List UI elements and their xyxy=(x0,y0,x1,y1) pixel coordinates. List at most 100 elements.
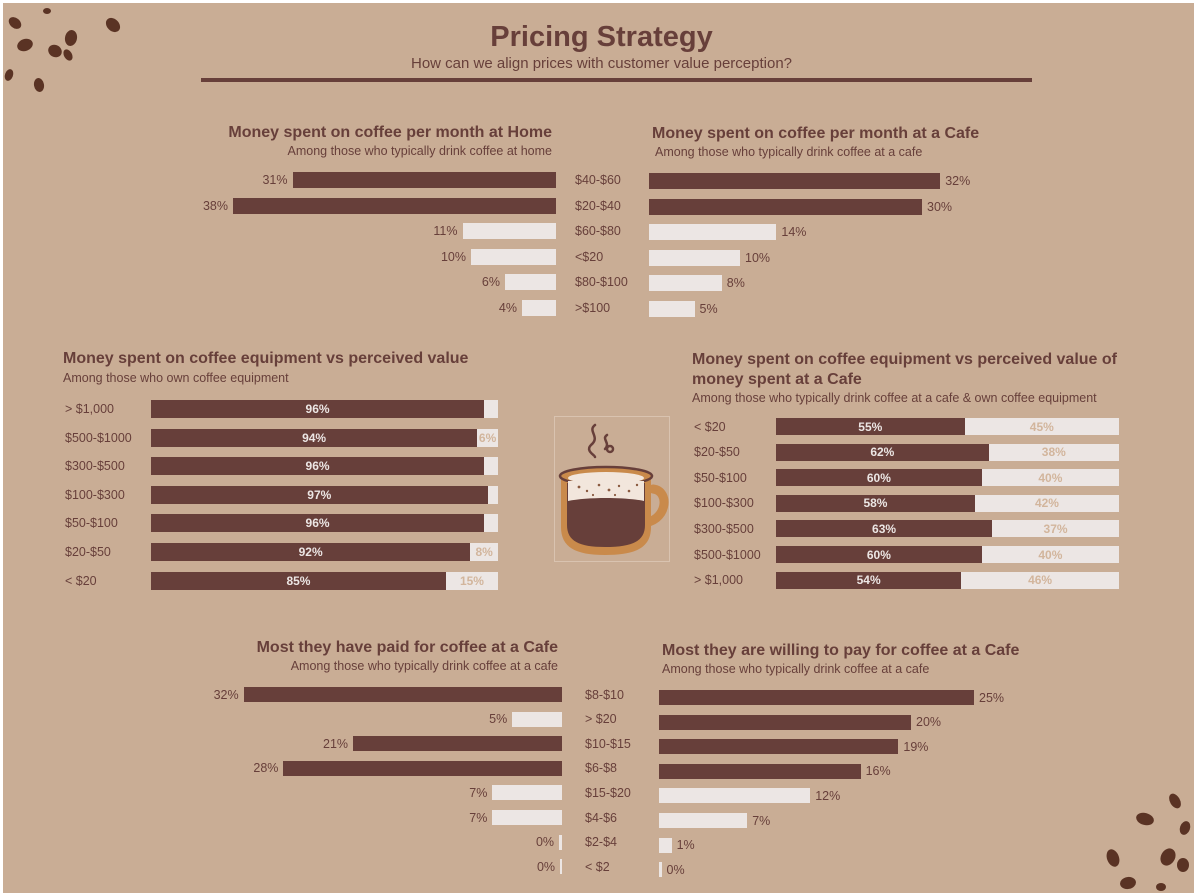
data-label-remainder: 8% xyxy=(475,545,493,559)
data-label: 60% xyxy=(866,547,891,562)
coffee-bean-icon xyxy=(4,8,121,92)
data-label: 25% xyxy=(979,690,1005,705)
chart-willing-title: Most they are willing to pay for coffee … xyxy=(662,642,1020,659)
data-label: 96% xyxy=(305,459,330,474)
bar xyxy=(659,739,899,755)
category-label: $40-$60 xyxy=(575,173,621,187)
data-label: 20% xyxy=(916,715,942,730)
category-label: > $1,000 xyxy=(694,573,744,588)
bar xyxy=(151,514,485,533)
data-label: 12% xyxy=(815,788,841,803)
bar xyxy=(659,862,662,878)
category-label: > $20 xyxy=(585,712,617,727)
category-label: $8-$10 xyxy=(585,687,624,702)
chart-equip-title: Money spent on coffee equipment vs perce… xyxy=(63,350,469,367)
chart-cafe-title: Money spent on coffee per month at a Caf… xyxy=(652,125,980,142)
category-label: >$100 xyxy=(575,301,611,315)
data-label: 38% xyxy=(202,198,228,213)
bar xyxy=(776,418,965,435)
category-label: $80-$100 xyxy=(575,275,628,290)
bar xyxy=(505,274,556,291)
data-label: 11% xyxy=(433,224,458,239)
data-label: 32% xyxy=(213,687,239,702)
chart-equip-subtitle: Among those who own coffee equipment xyxy=(63,371,289,385)
bar xyxy=(151,571,446,590)
data-label: 58% xyxy=(863,496,888,511)
bar xyxy=(649,173,941,189)
data-label: 16% xyxy=(865,764,891,779)
bar xyxy=(649,224,777,241)
bar xyxy=(151,400,485,418)
chart-home-subtitle: Among those who typically drink coffee a… xyxy=(287,144,553,158)
bar xyxy=(492,785,562,801)
data-label: 0% xyxy=(535,835,555,850)
data-label: 0% xyxy=(536,859,556,874)
data-label: 60% xyxy=(866,470,891,485)
bar xyxy=(649,301,695,317)
bar xyxy=(559,834,562,850)
data-label: 96% xyxy=(305,516,330,531)
category-label: $4-$6 xyxy=(585,810,617,825)
bar xyxy=(776,494,975,512)
bar xyxy=(471,248,556,265)
chart-paid-subtitle: Among those who typically drink coffee a… xyxy=(290,659,558,673)
data-label: 97% xyxy=(307,487,332,502)
data-label: 55% xyxy=(858,419,883,434)
bar xyxy=(659,788,811,804)
bar xyxy=(649,249,740,266)
data-label-remainder: 42% xyxy=(1034,496,1059,511)
chart-equip-cafe-subtitle: Among those who typically drink coffee a… xyxy=(692,391,1097,405)
title-divider xyxy=(201,78,1032,82)
chart-home-title: Money spent on coffee per month at Home xyxy=(228,124,552,141)
category-label: $500-$1000 xyxy=(65,430,132,445)
category-label: $20-$40 xyxy=(575,198,621,213)
data-label-remainder: 38% xyxy=(1041,445,1066,460)
data-label: 4% xyxy=(498,301,517,315)
bar xyxy=(776,469,982,487)
data-label: 10% xyxy=(745,250,771,265)
data-label: 0% xyxy=(666,862,685,877)
data-label: 7% xyxy=(469,810,488,825)
chart-willing-subtitle: Among those who typically drink coffee a… xyxy=(662,662,930,676)
bar xyxy=(151,485,488,504)
data-label: 62% xyxy=(870,445,895,460)
category-label: $6-$8 xyxy=(585,761,617,776)
category-label: < $2 xyxy=(585,859,610,874)
data-label-remainder: 40% xyxy=(1038,547,1063,562)
category-label: $20-$50 xyxy=(694,445,740,460)
category-label: $50-$100 xyxy=(694,470,747,485)
category-label: $100-$300 xyxy=(694,496,754,511)
bar xyxy=(462,223,556,240)
data-label: 54% xyxy=(856,573,881,588)
bar xyxy=(776,443,989,461)
category-label: < $20 xyxy=(65,573,97,588)
data-label: 14% xyxy=(781,225,807,240)
data-label: 1% xyxy=(676,838,695,853)
data-label-remainder: 15% xyxy=(459,573,484,588)
dashboard: Pricing Strategy How can we align prices… xyxy=(3,3,1194,893)
category-label: $500-$1000 xyxy=(694,547,761,562)
bar xyxy=(659,714,911,730)
data-label: 5% xyxy=(489,712,508,727)
bar xyxy=(292,172,556,188)
category-label: <$20 xyxy=(575,249,604,264)
data-label-remainder: 40% xyxy=(1038,470,1063,485)
bar xyxy=(233,197,556,214)
bar xyxy=(522,300,556,316)
bar xyxy=(353,736,562,752)
data-label: 10% xyxy=(440,249,466,264)
data-label-remainder: 46% xyxy=(1028,573,1053,588)
data-label: 7% xyxy=(469,785,488,800)
chart-cafe-subtitle: Among those who typically drink coffee a… xyxy=(655,145,923,159)
bar xyxy=(512,711,562,727)
bar xyxy=(659,837,672,853)
page-title: Pricing Strategy xyxy=(490,21,713,53)
bar xyxy=(151,543,471,561)
category-label: $15-$20 xyxy=(585,785,631,800)
category-label: $20-$50 xyxy=(65,545,111,559)
bar xyxy=(560,859,562,875)
chart-equip-cafe-title-line-1: Money spent on coffee equipment vs perce… xyxy=(692,351,1117,368)
data-label: 21% xyxy=(323,736,349,751)
page-subtitle: How can we align prices with customer va… xyxy=(410,55,793,72)
category-label: $300-$500 xyxy=(65,459,125,474)
